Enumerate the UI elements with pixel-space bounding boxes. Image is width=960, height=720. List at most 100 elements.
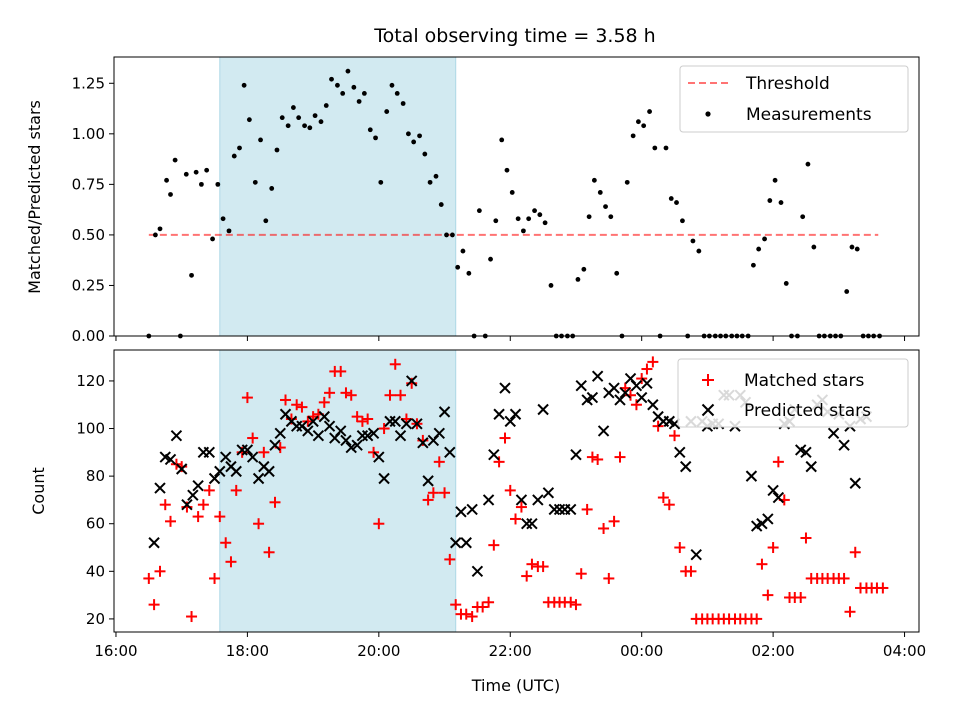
matched-point: [395, 389, 407, 401]
predicted-point: [745, 470, 758, 482]
predicted-point: [351, 439, 363, 451]
measurement-point: [488, 256, 493, 262]
matched-point: [575, 568, 587, 580]
predicted-point: [647, 399, 659, 411]
measurement-point: [411, 139, 417, 145]
predicted-point: [635, 391, 648, 404]
predicted-point: [312, 429, 325, 442]
measurement-point: [335, 82, 340, 88]
matched-point: [373, 518, 385, 530]
measurement-point: [542, 220, 548, 226]
x-axis-label: Time (UTC): [471, 676, 560, 695]
matched-point: [608, 515, 620, 527]
measurement-point: [302, 123, 307, 129]
measurement-point: [591, 177, 597, 183]
matched-point: [253, 518, 265, 530]
measurement-point: [252, 179, 258, 185]
measurement-point: [641, 123, 647, 129]
measurement-point: [603, 204, 608, 210]
matched-point: [444, 553, 456, 565]
measurement-point: [767, 198, 773, 203]
measurement-point: [400, 101, 406, 106]
measurement-point: [805, 161, 811, 167]
matched-point: [586, 451, 598, 463]
measurement-point: [210, 236, 215, 242]
predicted-point: [444, 446, 456, 459]
matched-point: [537, 561, 549, 573]
matched-point: [389, 358, 401, 370]
measurement-point: [504, 167, 510, 173]
ratio-legend-box: [679, 65, 909, 133]
predicted-point: [680, 460, 692, 473]
predicted-point: [422, 475, 434, 487]
matched-point: [165, 515, 177, 527]
predicted-point: [438, 406, 451, 418]
predicted-point: [597, 425, 610, 437]
measurement-point: [466, 270, 472, 276]
matched-point: [663, 499, 675, 511]
measurement-point: [263, 218, 269, 224]
predicted-point: [532, 494, 544, 506]
measurement-point: [291, 105, 296, 110]
legend-matched-swatch: [702, 374, 714, 386]
matched-point: [263, 546, 275, 558]
measurement-point: [476, 208, 482, 214]
predicted-point: [175, 463, 188, 475]
measurement-point: [193, 169, 199, 175]
matched-point: [159, 499, 171, 511]
matched-point: [269, 496, 281, 508]
count-y-axis-label: Count: [29, 467, 48, 515]
measurement-point: [751, 262, 756, 268]
matched-point: [225, 556, 237, 568]
matched-point: [849, 546, 861, 558]
predicted-point: [263, 465, 275, 478]
y-tick-label: 60: [86, 515, 105, 533]
predicted-point: [499, 382, 511, 394]
matched-point: [351, 411, 363, 423]
measurement-point: [854, 246, 860, 252]
matched-point: [515, 501, 527, 513]
measurement-point: [680, 218, 685, 224]
predicted-point: [400, 418, 413, 430]
matched-point: [192, 511, 204, 523]
count-legend: Matched stars Predicted stars: [677, 358, 909, 428]
measurement-point: [226, 228, 232, 234]
predicted-point: [772, 491, 785, 504]
matched-point: [493, 456, 505, 468]
predicted-point: [340, 434, 352, 447]
predicted-point: [591, 370, 604, 382]
measurement-point: [241, 82, 247, 88]
matched-point: [356, 415, 368, 427]
measurement-point: [307, 125, 313, 131]
measurement-point: [373, 135, 378, 141]
measurement-point: [608, 214, 614, 220]
matched-point: [483, 596, 495, 608]
measurement-point: [548, 283, 554, 288]
measurement-point: [323, 103, 329, 108]
x-tick-label: 20:00: [357, 642, 400, 660]
matched-point: [844, 606, 856, 618]
measurement-point: [340, 90, 346, 96]
chart-title: Total observing time = 3.58 h: [373, 25, 655, 47]
predicted-point: [526, 518, 538, 530]
matched-point: [203, 484, 215, 496]
predicted-point: [455, 506, 467, 518]
measurement-point: [279, 115, 285, 121]
predicted-point: [674, 446, 686, 459]
predicted-point: [520, 518, 533, 530]
measurement-point: [394, 90, 400, 96]
matched-point: [384, 389, 396, 401]
shaded-window: [219, 349, 457, 633]
predicted-point: [537, 403, 549, 416]
ratio-panel-frame: [113, 56, 920, 337]
measurement-point: [153, 232, 158, 238]
x-tick-label: 16:00: [94, 642, 137, 660]
predicted-point: [575, 379, 587, 392]
predicted-point: [800, 446, 812, 459]
matched-point: [450, 599, 462, 611]
measurement-point: [800, 214, 806, 220]
predicted-point: [690, 548, 702, 561]
measurement-point: [438, 202, 444, 207]
matched-point: [581, 503, 593, 515]
y-tick-label: 80: [86, 467, 105, 485]
